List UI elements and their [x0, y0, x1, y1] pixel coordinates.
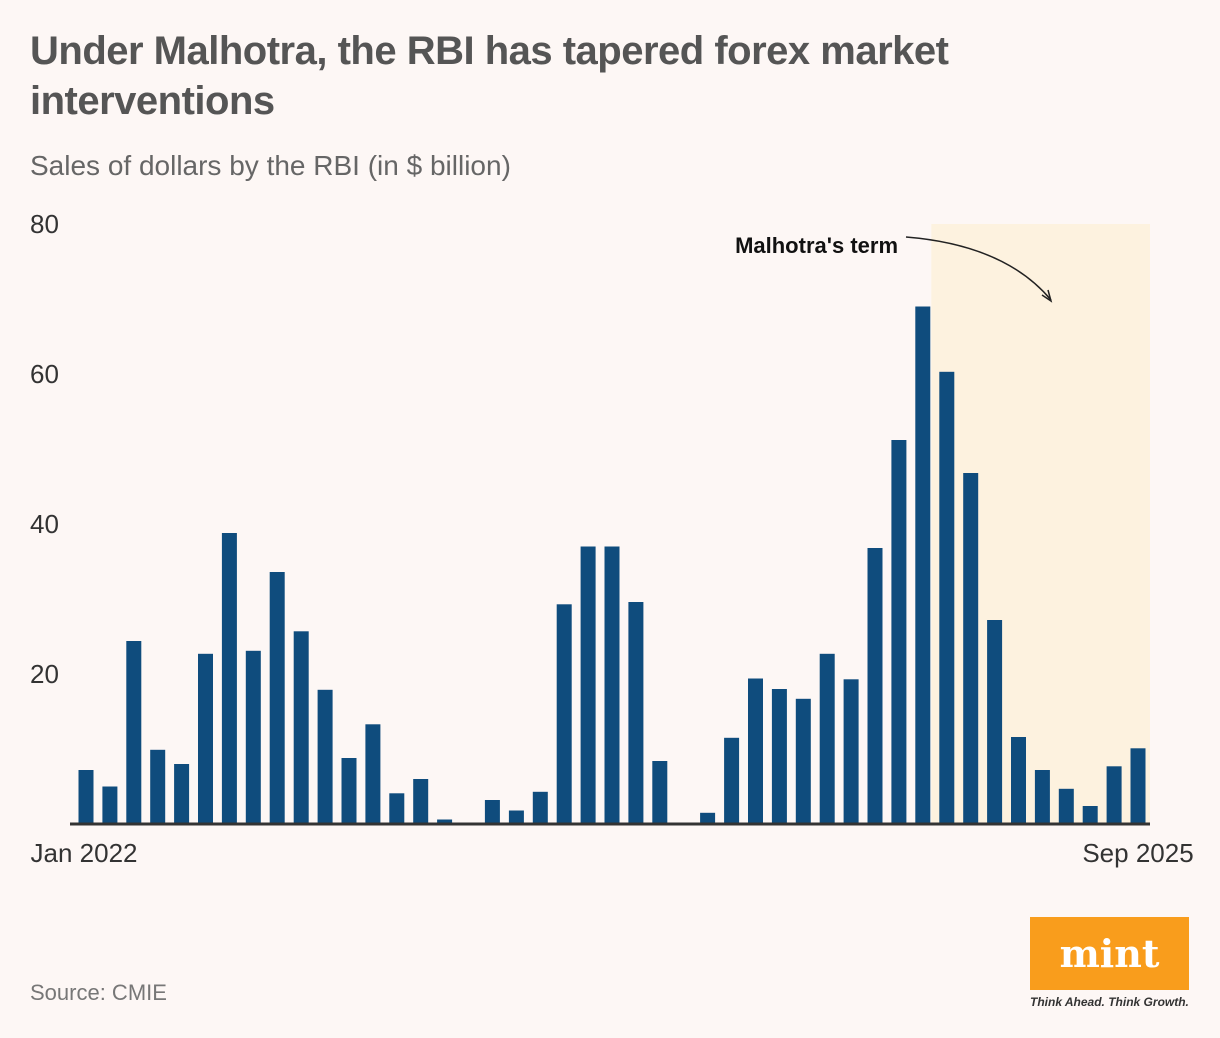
bar-jun-2023: [484, 800, 500, 824]
bar-jun-2025: [1058, 788, 1074, 825]
bar-apr-2025: [1011, 737, 1026, 824]
y-tick-label: 40: [30, 509, 59, 539]
bar-sep-2022: [269, 572, 285, 824]
bar-nov-2022: [317, 689, 333, 825]
bar-aug-2023: [532, 791, 548, 825]
y-tick-label: 20: [30, 659, 59, 689]
bar-feb-2025: [963, 473, 979, 824]
bar-dec-2024: [915, 306, 931, 824]
bar-jul-2022: [221, 533, 237, 824]
bar-mar-2025: [987, 620, 1003, 824]
chart-subtitle: Sales of dollars by the RBI (in $ billio…: [30, 150, 511, 181]
bar-apr-2024: [724, 737, 740, 825]
bar-feb-2023: [389, 793, 405, 825]
bar-may-2022: [174, 764, 190, 824]
bar-jun-2024: [771, 689, 787, 824]
bar-may-2025: [1034, 770, 1050, 824]
annotation-arrow: [905, 236, 1053, 303]
chart-title: Under Malhotra, the RBI has tapered fore…: [30, 29, 949, 123]
bar-dec-2022: [341, 758, 357, 824]
bar-aug-2025: [1106, 766, 1122, 825]
y-tick-label: 60: [30, 359, 59, 389]
bar-jan-2023: [365, 724, 381, 825]
bar-oct-2024: [867, 548, 883, 824]
bar-apr-2023: [437, 819, 453, 824]
bar-jul-2023: [508, 810, 524, 824]
bar-aug-2022: [245, 650, 261, 825]
x-end-label: Sep 2025: [1082, 838, 1193, 868]
mint-logo: mint: [1030, 917, 1189, 990]
bar-chart: 20 40 60 80 Jan 2022 Sep 2025 Malhotra's te…: [30, 209, 1194, 868]
bar-jul-2024: [795, 698, 811, 825]
bar-sep-2023: [556, 604, 572, 825]
logo-wordmark: mint: [1059, 931, 1160, 976]
bar-dec-2023: [628, 602, 644, 824]
bar-jan-2022: [78, 770, 94, 824]
bar-mar-2024: [700, 812, 716, 825]
logo-tagline: Think Ahead. Think Growth.: [1030, 995, 1189, 1009]
bar-mar-2022: [126, 641, 142, 824]
x-start-label: Jan 2022: [31, 838, 138, 868]
bar-may-2024: [748, 678, 763, 824]
bar-aug-2024: [819, 653, 835, 825]
bar-sep-2024: [843, 679, 859, 825]
bar-oct-2023: [580, 546, 596, 824]
bar-jul-2025: [1082, 806, 1098, 824]
bar-oct-2022: [293, 631, 309, 825]
source-note: Source: CMIE: [30, 980, 167, 1005]
bar-apr-2022: [150, 749, 166, 825]
bar-nov-2023: [604, 546, 620, 824]
bar-nov-2024: [891, 440, 907, 824]
highlight-annotation: Malhotra's term: [735, 233, 898, 258]
y-tick-label: 80: [30, 209, 59, 239]
bar-jan-2024: [652, 761, 668, 824]
bar-jun-2022: [198, 653, 213, 825]
bar-jan-2025: [939, 371, 955, 824]
bar-sep-2025: [1130, 748, 1146, 825]
bar-mar-2023: [413, 779, 429, 824]
bar-feb-2022: [102, 786, 118, 824]
